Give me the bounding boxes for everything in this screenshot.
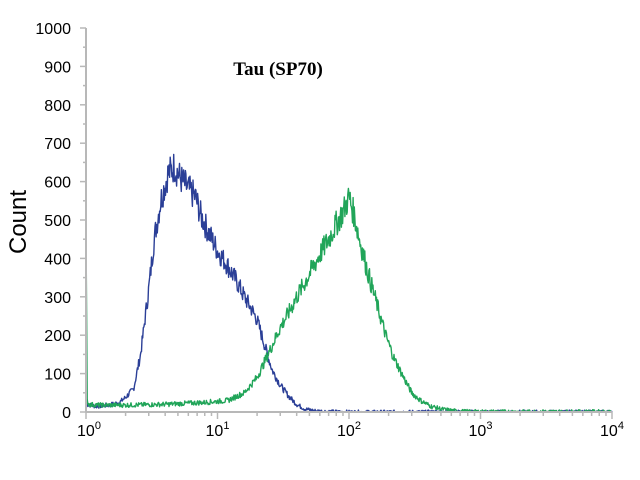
x-tick-exponent: 0 [95,420,101,432]
x-tick-base: 10 [77,423,95,440]
x-axis-ticks: 100 101 102 103 104 [77,412,624,440]
series-layer [85,153,613,413]
x-tick-exponent: 1 [223,420,229,432]
y-tick-label: 0 [62,405,71,422]
y-tick-label: 200 [44,328,71,345]
y-tick-label: 800 [44,98,71,115]
y-tick-label: 500 [44,213,71,230]
y-tick-label: 600 [44,175,71,192]
y-axis-ticks: 0 100 200 300 400 500 600 700 800 900 1000 [35,21,86,422]
y-axis-label: Count [5,190,32,254]
chart-title: Tau (SP70) [233,59,323,80]
x-tick-exponent: 3 [486,420,492,432]
y-tick-label: 1000 [35,21,71,38]
x-tick-base: 10 [600,423,618,440]
x-tick-label: 103 [469,420,493,440]
x-tick-label: 102 [337,420,361,440]
y-tick-label: 400 [44,251,71,268]
x-tick-base: 10 [337,423,355,440]
x-tick-label: 101 [206,420,230,440]
x-tick-base: 10 [469,423,487,440]
x-tick-exponent: 4 [618,420,624,432]
y-tick-label: 300 [44,290,71,307]
x-tick-label: 100 [77,420,101,440]
x-tick-base: 10 [206,423,224,440]
y-tick-label: 100 [44,367,71,384]
series-line-2 [85,187,613,413]
series-line-1 [85,153,613,413]
x-tick-exponent: 2 [355,420,361,432]
y-tick-label: 900 [44,59,71,76]
x-tick-label: 104 [600,420,624,440]
y-tick-label: 700 [44,136,71,153]
